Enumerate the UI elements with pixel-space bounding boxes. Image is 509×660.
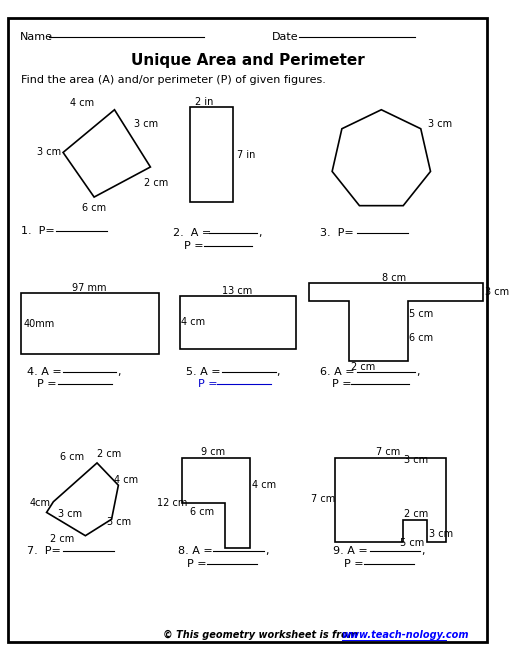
Text: 3 cm: 3 cm bbox=[484, 287, 508, 297]
Text: 7 in: 7 in bbox=[236, 150, 254, 160]
Text: 2 cm: 2 cm bbox=[403, 510, 427, 519]
Text: ,: , bbox=[415, 367, 419, 377]
Bar bbox=[179, 296, 295, 349]
Text: 2 cm: 2 cm bbox=[144, 178, 167, 187]
Text: Date: Date bbox=[271, 32, 298, 42]
Text: 8 cm: 8 cm bbox=[381, 273, 405, 282]
Text: 3 cm: 3 cm bbox=[403, 455, 427, 465]
Text: 9. A =: 9. A = bbox=[332, 546, 371, 556]
Text: P =: P = bbox=[197, 379, 220, 389]
Text: 3 cm: 3 cm bbox=[106, 517, 131, 527]
Text: 4. A =: 4. A = bbox=[27, 367, 65, 377]
Text: 3 cm: 3 cm bbox=[427, 119, 451, 129]
Text: 6 cm: 6 cm bbox=[82, 203, 106, 213]
Text: 6 cm: 6 cm bbox=[190, 508, 214, 517]
Text: P =: P = bbox=[344, 559, 367, 569]
Text: 7 cm: 7 cm bbox=[375, 447, 400, 457]
Bar bbox=[190, 107, 233, 202]
Text: ,: , bbox=[258, 228, 261, 238]
Text: © This geometry worksheet is from: © This geometry worksheet is from bbox=[163, 630, 360, 640]
Text: ,: , bbox=[276, 367, 279, 377]
Text: 7 cm: 7 cm bbox=[310, 494, 334, 504]
Text: 6. A =: 6. A = bbox=[320, 367, 358, 377]
Text: 4cm: 4cm bbox=[29, 498, 50, 508]
Text: Find the area (A) and/or perimeter (P) of given figures.: Find the area (A) and/or perimeter (P) o… bbox=[21, 75, 326, 84]
Text: 4 cm: 4 cm bbox=[181, 317, 205, 327]
Text: 7.  P=: 7. P= bbox=[27, 546, 65, 556]
Text: P =: P = bbox=[331, 379, 354, 389]
Text: 13 cm: 13 cm bbox=[221, 286, 251, 296]
Text: P =: P = bbox=[184, 241, 207, 251]
Text: 5 cm: 5 cm bbox=[400, 539, 423, 548]
Text: 6 cm: 6 cm bbox=[409, 333, 433, 343]
Text: 97 mm: 97 mm bbox=[72, 283, 106, 293]
Text: 6 cm: 6 cm bbox=[60, 452, 84, 462]
Text: 5 cm: 5 cm bbox=[409, 310, 433, 319]
Text: 4 cm: 4 cm bbox=[252, 480, 276, 490]
Text: 2 cm: 2 cm bbox=[50, 534, 74, 544]
Text: 40mm: 40mm bbox=[23, 319, 54, 329]
Text: Unique Area and Perimeter: Unique Area and Perimeter bbox=[130, 53, 363, 68]
Text: 4 cm: 4 cm bbox=[70, 98, 94, 108]
Text: 3 cm: 3 cm bbox=[428, 529, 452, 539]
Text: Name: Name bbox=[19, 32, 52, 42]
Text: ,: , bbox=[420, 546, 424, 556]
Text: ,: , bbox=[117, 367, 121, 377]
Text: www.teach-nology.com: www.teach-nology.com bbox=[341, 630, 468, 640]
Text: 2 cm: 2 cm bbox=[351, 362, 375, 372]
Text: P =: P = bbox=[187, 559, 210, 569]
Text: 3 cm: 3 cm bbox=[58, 510, 82, 519]
Text: 9 cm: 9 cm bbox=[201, 447, 225, 457]
Text: 12 cm: 12 cm bbox=[157, 498, 187, 508]
Text: 4 cm: 4 cm bbox=[114, 475, 138, 485]
Text: P =: P = bbox=[37, 379, 60, 389]
Text: 3 cm: 3 cm bbox=[37, 147, 61, 158]
Text: 1.  P=: 1. P= bbox=[21, 226, 59, 236]
Bar bbox=[21, 293, 159, 354]
Text: 2.  A =: 2. A = bbox=[173, 228, 214, 238]
Text: 3.  P=: 3. P= bbox=[320, 228, 357, 238]
Text: 2 in: 2 in bbox=[194, 97, 213, 107]
Text: ,: , bbox=[264, 546, 268, 556]
Text: 8. A =: 8. A = bbox=[177, 546, 215, 556]
Text: 5. A =: 5. A = bbox=[186, 367, 224, 377]
Text: 2 cm: 2 cm bbox=[97, 449, 121, 459]
Text: 3 cm: 3 cm bbox=[134, 119, 158, 129]
